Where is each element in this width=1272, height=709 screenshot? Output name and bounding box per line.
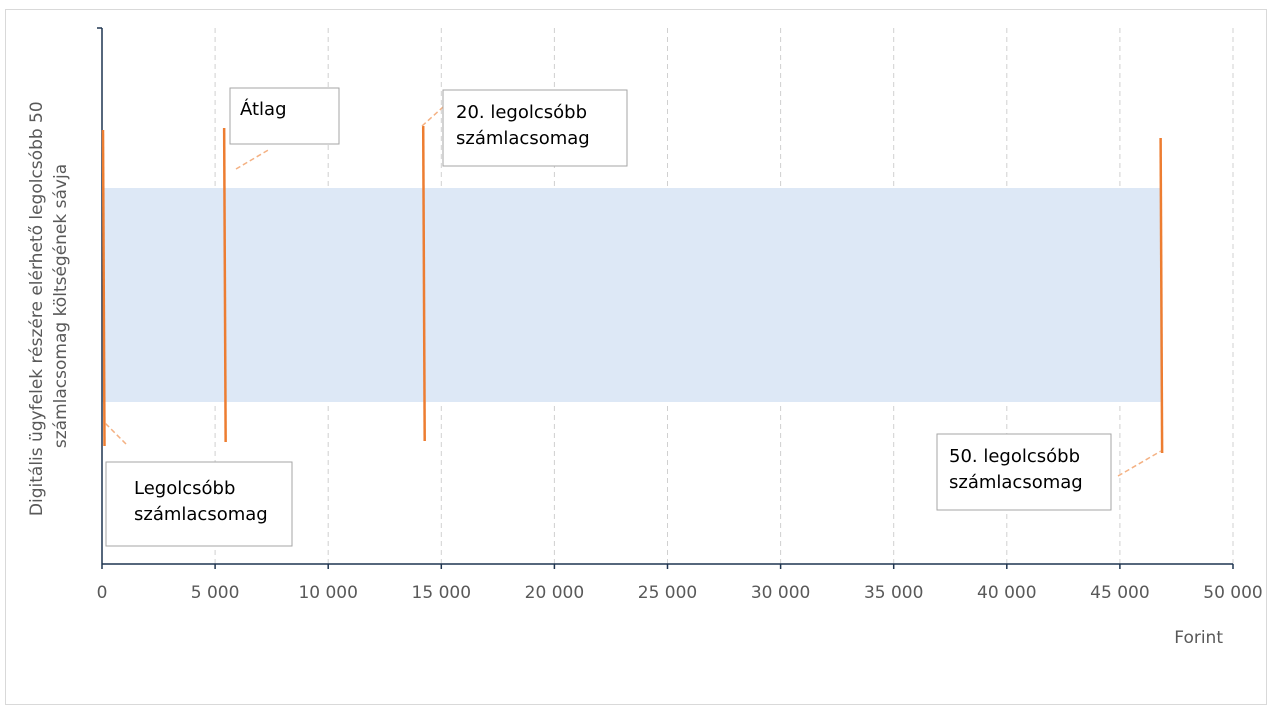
y-axis-title-line-2: számlacsomag költségének sávja [51,164,71,448]
marker-line [222,127,227,443]
x-tick-label: 45 000 [1090,583,1149,603]
marker-line [1159,137,1164,454]
callout-box [936,433,1112,511]
x-tick-label: 40 000 [977,583,1036,603]
cost-range-band [102,188,1161,402]
callout-leader-line [103,421,127,445]
marker-callout: Legolcsóbb számlacsomag [103,421,293,547]
callout-box [442,89,628,167]
callout-label: Átlag [240,98,287,120]
x-tick-label: 15 000 [412,583,471,603]
marker-callout: Átlag [229,87,340,170]
x-tick-label: 35 000 [864,583,923,603]
y-axis-title-line-1: Digitális ügyfelek részére elérhető lego… [27,101,47,516]
callout-leader-line [235,148,271,170]
x-tick-label: 30 000 [751,583,810,603]
callout-label: számlacsomag [134,504,268,525]
callout-label: számlacsomag [949,472,1083,493]
callout-label: Legolcsóbb [134,478,235,499]
chart-frame: 0 5 000 10 000 15 000 20 000 25 000 30 000 35 0… [5,9,1267,705]
x-tick-label: 5 000 [191,583,240,603]
callout-label: 20. legolcsóbb [456,102,587,123]
markers [101,125,1164,454]
x-axis-title: Forint [1174,628,1223,648]
x-tick-label: 0 [97,583,108,603]
x-tick-label: 50 000 [1203,583,1262,603]
callout-leader-line [1117,450,1162,477]
marker-line [101,129,106,447]
marker-callout: 50. legolcsóbb számlacsomag [936,433,1162,511]
callouts: Legolcsóbb számlacsomag Átlag 20. legolcsób… [103,87,1162,547]
x-tick-labels: 0 5 000 10 000 15 000 20 000 25 000 30 000 35 0… [97,564,1263,603]
x-tick-label: 25 000 [638,583,697,603]
y-axis-title: Digitális ügyfelek részére elérhető lego… [27,96,71,516]
marker-line [421,125,426,442]
x-tick-label: 10 000 [298,583,357,603]
marker-callout: 20. legolcsóbb számlacsomag [421,89,628,167]
callout-leader-line [421,106,444,127]
x-tick-label: 20 000 [525,583,584,603]
callout-box [105,461,293,547]
callout-label: 50. legolcsóbb [949,446,1080,467]
callout-label: számlacsomag [456,128,590,149]
range-chart: 0 5 000 10 000 15 000 20 000 25 000 30 000 35 0… [27,27,1263,648]
callout-box [229,87,340,145]
